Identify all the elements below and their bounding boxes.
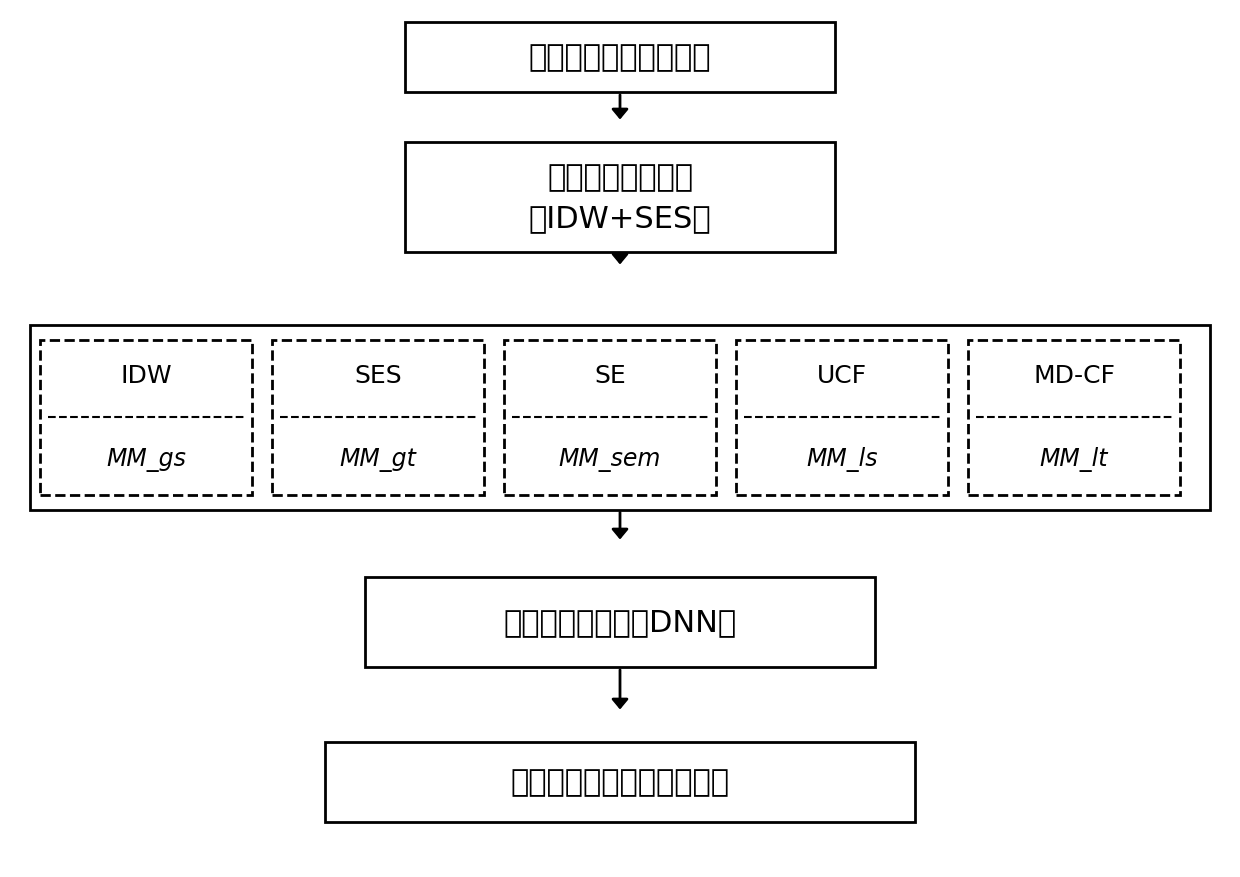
Bar [325,742,915,822]
Bar [737,340,949,495]
Text: MM_lt: MM_lt [1040,447,1109,472]
Text: 连续性缺失预处理
（IDW+SES）: 连续性缺失预处理 （IDW+SES） [528,163,712,232]
Text: SES: SES [355,364,402,388]
Bar [365,577,875,667]
Text: MD-CF: MD-CF [1033,364,1115,388]
Text: IDW: IDW [120,364,172,388]
Text: 多视图融合学习（DNN）: 多视图融合学习（DNN） [503,608,737,637]
Text: MM_gt: MM_gt [340,447,417,471]
Bar [503,340,715,495]
Text: UCF: UCF [817,364,867,388]
Bar [968,340,1180,495]
Text: 时空变形监测数据序列: 时空变形监测数据序列 [528,44,712,73]
Bar [40,340,252,495]
Text: MM_ls: MM_ls [806,447,878,472]
Text: SE: SE [594,364,626,388]
Text: 完整时空变形监测数据序列: 完整时空变形监测数据序列 [511,767,729,796]
Bar [30,325,1210,510]
Text: MM_gs: MM_gs [107,447,186,471]
Bar [405,143,835,253]
Bar [272,340,484,495]
Text: MM_sem: MM_sem [559,447,661,471]
Bar [405,23,835,93]
